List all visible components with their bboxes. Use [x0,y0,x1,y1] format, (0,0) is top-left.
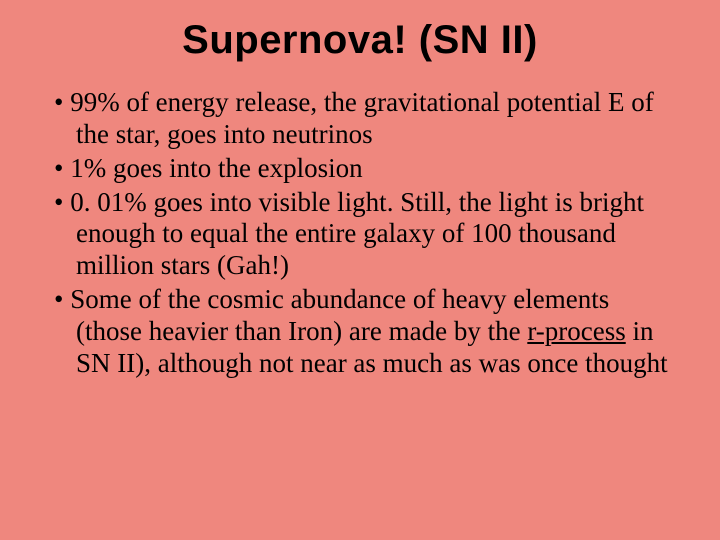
list-item: 1% goes into the explosion [40,153,680,185]
bullet-text: 99% of energy release, the gravitational… [70,87,654,149]
bullet-text: 1% goes into the explosion [70,153,362,183]
list-item: 99% of energy release, the gravitational… [40,87,680,151]
list-item: Some of the cosmic abundance of heavy el… [40,284,680,380]
slide-title: Supernova! (SN II) [40,18,680,63]
bullet-list: 99% of energy release, the gravitational… [40,87,680,380]
bullet-underlined: r-process [527,316,625,346]
list-item: 0. 01% goes into visible light. Still, t… [40,187,680,283]
bullet-text: 0. 01% goes into visible light. Still, t… [70,187,644,281]
